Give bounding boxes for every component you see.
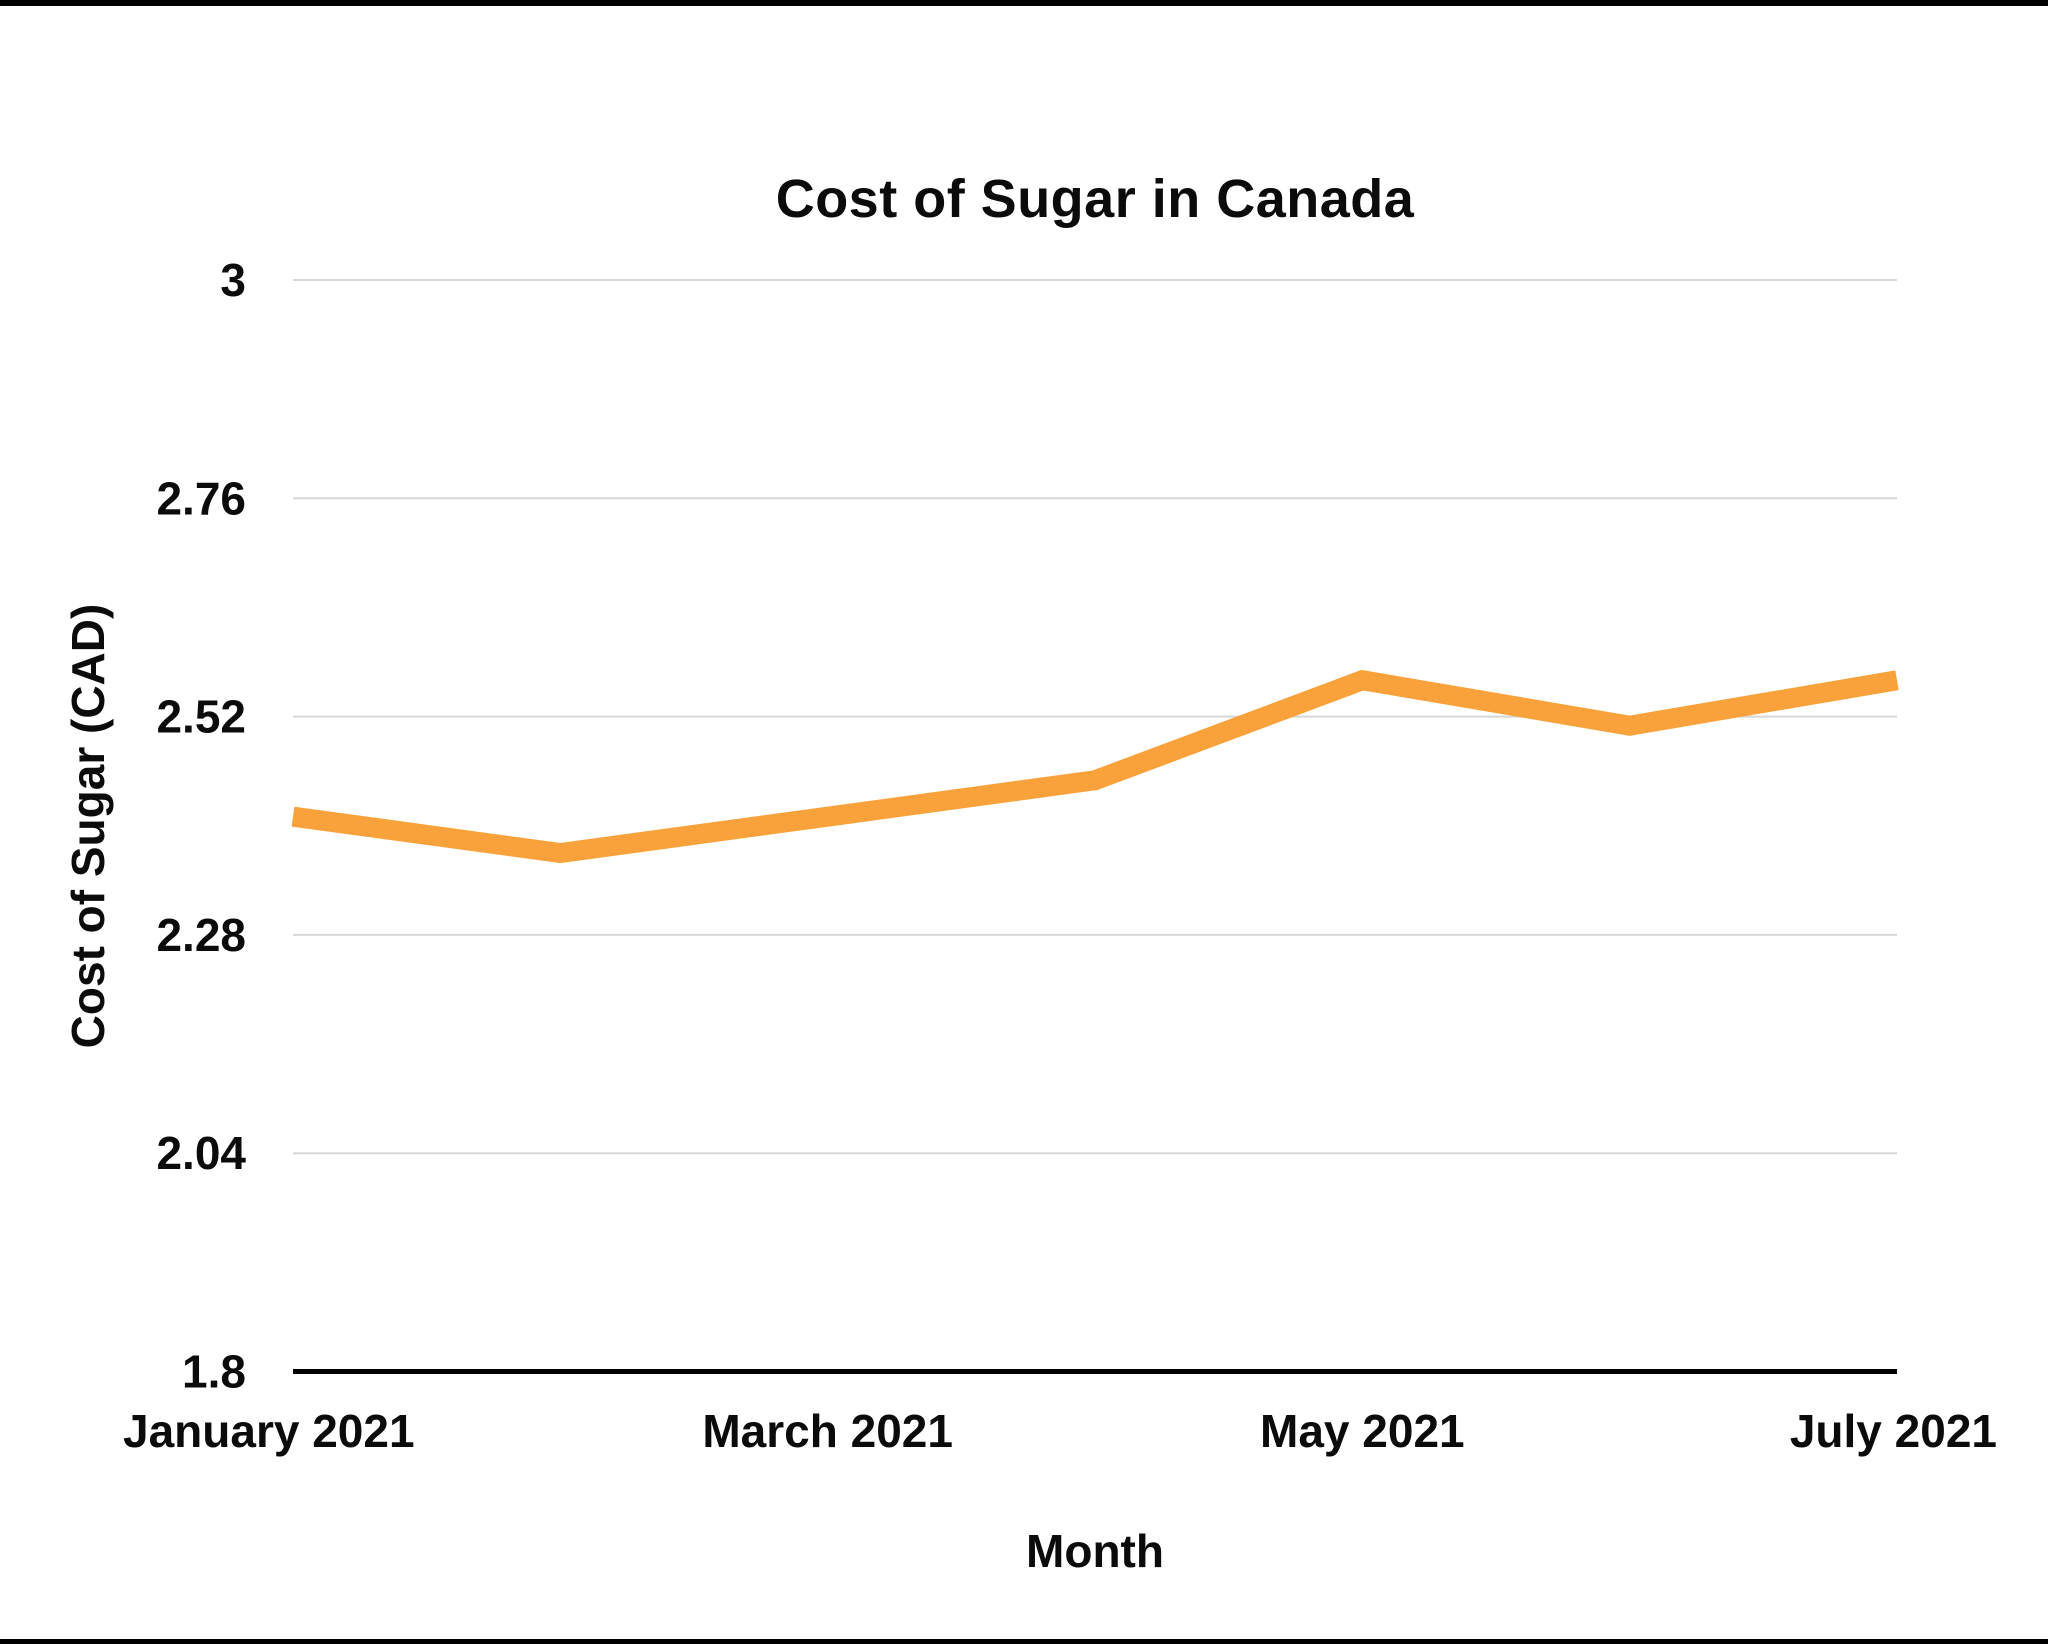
y-tick-label: 2.52	[156, 691, 246, 743]
x-axis-title: Month	[1026, 1525, 1164, 1577]
x-tick-label: January 2021	[123, 1405, 415, 1457]
y-tick-label: 2.04	[156, 1127, 246, 1179]
x-tick-label: May 2021	[1260, 1405, 1465, 1457]
y-tick-label: 3	[220, 254, 246, 306]
y-tick-label: 2.76	[156, 472, 246, 524]
chart-title: Cost of Sugar in Canada	[775, 169, 1415, 229]
bottom-edge-bar	[0, 1639, 2048, 1644]
x-tick-label: March 2021	[702, 1405, 953, 1457]
y-tick-label: 2.28	[156, 909, 246, 961]
top-edge-bar	[0, 0, 2048, 6]
sugar-cost-line	[291, 669, 1899, 864]
x-tick-label: July 2021	[1790, 1405, 1997, 1457]
y-tick-label: 1.8	[182, 1346, 246, 1398]
